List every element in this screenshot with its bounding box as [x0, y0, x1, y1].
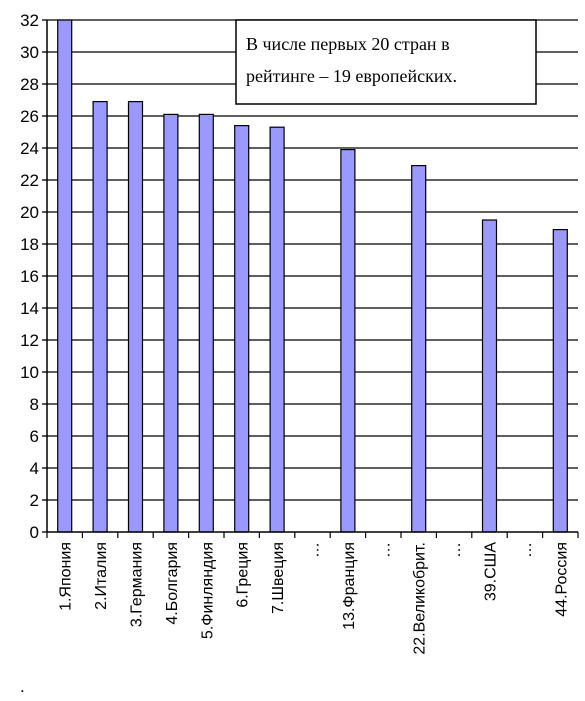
y-tick-label: 26 — [20, 107, 39, 126]
y-tick-label: 6 — [30, 427, 39, 446]
y-tick-label: 12 — [20, 331, 39, 350]
bar — [481, 219, 498, 533]
bar — [340, 149, 356, 533]
annotation-line-2: рейтинге – 19 европейских. — [246, 66, 457, 86]
x-tick-label: 22.Великобрит. — [412, 542, 429, 655]
x-tick-label: 2.Италия — [93, 542, 110, 610]
x-ticks: 1.Япония 2.Италия 3.Германия 4.Болгария 5.Фи… — [46, 532, 579, 655]
x-tick-label: 7.Швеция — [270, 542, 287, 614]
y-tick-label: 24 — [20, 139, 39, 158]
x-tick-label: … — [376, 542, 393, 558]
bar — [552, 229, 568, 533]
bar — [269, 126, 285, 533]
bar — [411, 165, 427, 533]
y-tick-label: 28 — [20, 75, 39, 94]
bar — [234, 124, 250, 533]
x-tick-label: … — [447, 542, 464, 558]
bar — [92, 100, 108, 533]
x-tick-label: … — [518, 542, 535, 558]
footnote: . — [20, 677, 25, 696]
x-tick-label: 1.Япония — [58, 542, 75, 611]
bar — [57, 19, 73, 533]
annotation-line-1: В числе первых 20 стран в — [246, 34, 450, 54]
x-tick-label: … — [306, 542, 323, 558]
y-tick-label: 32 — [20, 11, 39, 30]
y-tick-label: 4 — [30, 459, 39, 478]
x-tick-label: 4.Болгария — [164, 542, 181, 625]
y-tick-label: 18 — [20, 235, 39, 254]
x-tick-label: 6.Греция — [235, 542, 252, 608]
y-tick-label: 8 — [30, 395, 39, 414]
bar — [163, 113, 179, 533]
x-tick-label: 44.Россия — [553, 542, 570, 617]
annotation-rect — [235, 19, 537, 105]
bar — [198, 113, 214, 533]
x-tick-label: 39.США — [483, 542, 500, 601]
y-tick-label: 0 — [30, 523, 39, 542]
y-tick-label: 30 — [20, 43, 39, 62]
bar — [127, 100, 144, 533]
x-tick-label: 13.Франция — [341, 542, 358, 630]
y-tick-label: 20 — [20, 203, 39, 222]
y-tick-label: 10 — [20, 363, 39, 382]
x-tick-label: 5.Финляндия — [199, 542, 216, 639]
x-tick-label: 3.Германия — [129, 542, 146, 627]
y-tick-label: 22 — [20, 171, 39, 190]
y-tick-label: 16 — [20, 267, 39, 286]
y-tick-label: 14 — [20, 299, 39, 318]
bars — [57, 19, 568, 533]
y-tick-label: 2 — [30, 491, 39, 510]
annotation-box: В числе первых 20 стран в рейтинге – 19 … — [235, 19, 537, 105]
